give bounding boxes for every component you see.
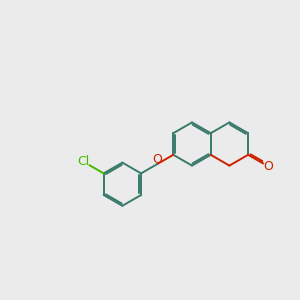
Text: Cl: Cl — [77, 155, 90, 168]
Text: O: O — [263, 160, 273, 173]
Text: O: O — [152, 153, 162, 167]
